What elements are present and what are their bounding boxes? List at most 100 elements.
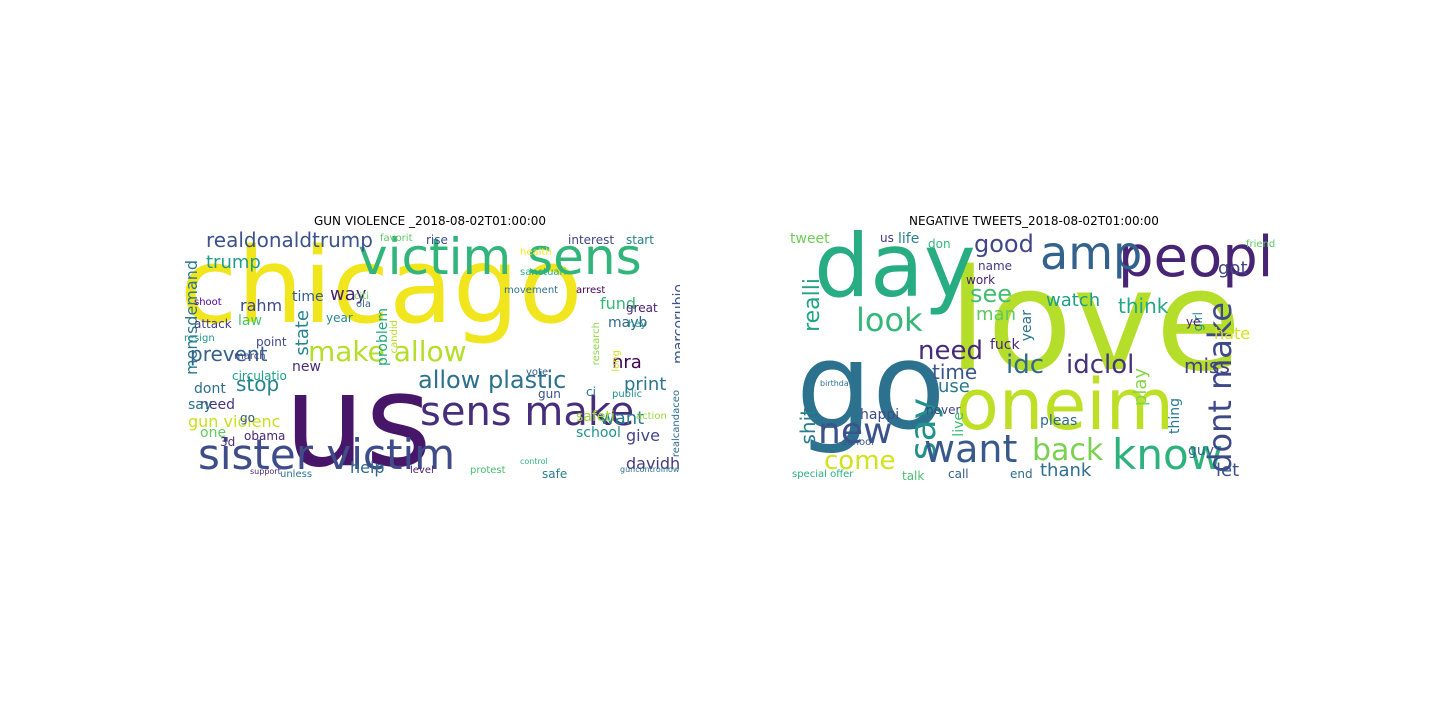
- cloud-word: pleas: [1040, 413, 1078, 429]
- cloud-word: go: [240, 411, 255, 425]
- cloud-word: obama: [244, 429, 286, 443]
- cloud-word: call: [948, 467, 969, 480]
- cloud-word: interest: [568, 233, 615, 247]
- cloud-word: trump: [206, 252, 261, 273]
- cloud-word: amp: [1040, 230, 1143, 280]
- right-panel-title: NEGATIVE TWEETS_2018-08-02T01:00:00: [909, 214, 1159, 228]
- gun-violence-word-cloud: chicago us victim sens sister victim sens ma…: [180, 230, 680, 480]
- cloud-word: look: [856, 301, 923, 339]
- cloud-word: attack: [194, 317, 232, 331]
- cloud-word: realcandaceo: [671, 390, 680, 458]
- cloud-word: state: [292, 310, 313, 356]
- cloud-word: oneim: [956, 364, 1174, 446]
- cloud-word: print: [624, 374, 667, 395]
- cloud-word: day: [814, 230, 976, 317]
- cloud-word: marcorubio: [671, 284, 680, 364]
- cloud-word: special offer: [792, 469, 854, 480]
- cloud-word: happi: [860, 407, 900, 423]
- cloud-word: see: [970, 280, 1013, 308]
- cloud-word: year: [326, 311, 353, 325]
- cloud-word: sens make: [420, 389, 635, 435]
- cloud-word: favorit: [380, 233, 413, 244]
- cloud-word: circulatio: [232, 369, 287, 383]
- cloud-word: shit: [796, 408, 820, 445]
- cloud-word: help: [350, 458, 385, 477]
- cloud-word: citi: [354, 291, 369, 302]
- cloud-word: let: [1216, 460, 1240, 480]
- cloud-word: safeti: [576, 409, 615, 425]
- cloud-word: allow plastic: [418, 366, 567, 394]
- cloud-word: man: [976, 304, 1016, 325]
- cloud-word: love: [948, 240, 1242, 403]
- cloud-word: peopl: [1118, 230, 1274, 290]
- cloud-word: shoot: [194, 297, 222, 308]
- cloud-word: thing: [1167, 398, 1183, 435]
- cloud-word: new: [818, 411, 893, 452]
- cloud-word: name: [978, 259, 1013, 273]
- cloud-word: guncontrolnow: [620, 465, 680, 474]
- cloud-word: time: [932, 360, 978, 384]
- cloud-word: back: [1032, 433, 1104, 468]
- cloud-word: arrest: [576, 285, 606, 296]
- cloud-word: rahm: [240, 296, 283, 315]
- cloud-word: talk: [902, 469, 925, 480]
- cloud-word: thank: [1040, 460, 1092, 480]
- cloud-word: realli: [800, 278, 825, 332]
- cloud-word: start: [626, 233, 654, 247]
- cloud-word: play: [1130, 368, 1151, 407]
- cloud-word: long: [611, 350, 622, 372]
- cloud-word: need: [200, 397, 235, 413]
- cloud-word: unless: [280, 469, 313, 480]
- cloud-word: rise: [426, 233, 448, 247]
- cloud-word: ci: [586, 385, 596, 399]
- cloud-word: fuck: [990, 337, 1020, 353]
- cloud-word: school: [576, 425, 621, 441]
- cloud-word: hate: [1214, 324, 1251, 343]
- cloud-word: 3d: [220, 435, 236, 449]
- cloud-word: think: [1118, 294, 1169, 318]
- cloud-word: resign: [184, 333, 215, 344]
- cloud-word: march: [234, 351, 266, 362]
- cloud-word: good: [974, 230, 1034, 258]
- cloud-word: realdonaldtrump: [206, 230, 373, 252]
- cloud-word: year: [1019, 310, 1035, 342]
- cloud-word: end: [1010, 467, 1033, 480]
- cloud-word: go: [796, 318, 946, 457]
- cloud-word: guy: [1188, 443, 1215, 459]
- cloud-word: don: [928, 237, 951, 251]
- cloud-word: mayb: [608, 315, 648, 331]
- cloud-word: vote: [526, 367, 549, 378]
- cloud-word: sister victim: [198, 430, 456, 479]
- cloud-word: great: [626, 301, 658, 315]
- cloud-word: want: [600, 408, 645, 429]
- cloud-word: prevent: [190, 342, 268, 366]
- cloud-word: fund: [600, 294, 637, 313]
- cloud-word: hey: [628, 319, 647, 330]
- cloud-word: law: [238, 313, 262, 329]
- cloud-word: got: [1218, 258, 1248, 279]
- left-panel-title: GUN VIOLENCE _2018-08-02T01:00:00: [313, 214, 547, 228]
- cloud-word: victim sens: [358, 230, 642, 286]
- cloud-word: support: [250, 467, 281, 476]
- cloud-word: work: [966, 273, 996, 287]
- negative-tweets-word-cloud: love day go oneim peopl amp new say want know dont…: [784, 230, 1284, 480]
- cloud-word: davidhogg111: [626, 454, 680, 473]
- cloud-word: action: [636, 411, 667, 422]
- cloud-word: one: [200, 425, 227, 441]
- cloud-word: life: [898, 231, 920, 247]
- cloud-word: idc: [1006, 350, 1045, 380]
- cloud-word: tweet: [790, 231, 830, 247]
- cloud-word: public: [612, 389, 643, 400]
- cloud-word: need: [918, 336, 983, 366]
- cloud-word: ola: [356, 299, 372, 310]
- cloud-word: level: [410, 465, 434, 476]
- cloud-word: us: [880, 231, 894, 245]
- cloud-word: stop: [236, 372, 280, 396]
- cloud-word: problem: [375, 308, 391, 366]
- cloud-word: miss: [1184, 354, 1230, 378]
- cloud-word: research: [591, 322, 602, 366]
- cloud-word: friend: [1246, 239, 1276, 250]
- cloud-word: use: [938, 376, 970, 397]
- cloud-word: time: [292, 289, 324, 305]
- cloud-word: gun: [538, 387, 561, 401]
